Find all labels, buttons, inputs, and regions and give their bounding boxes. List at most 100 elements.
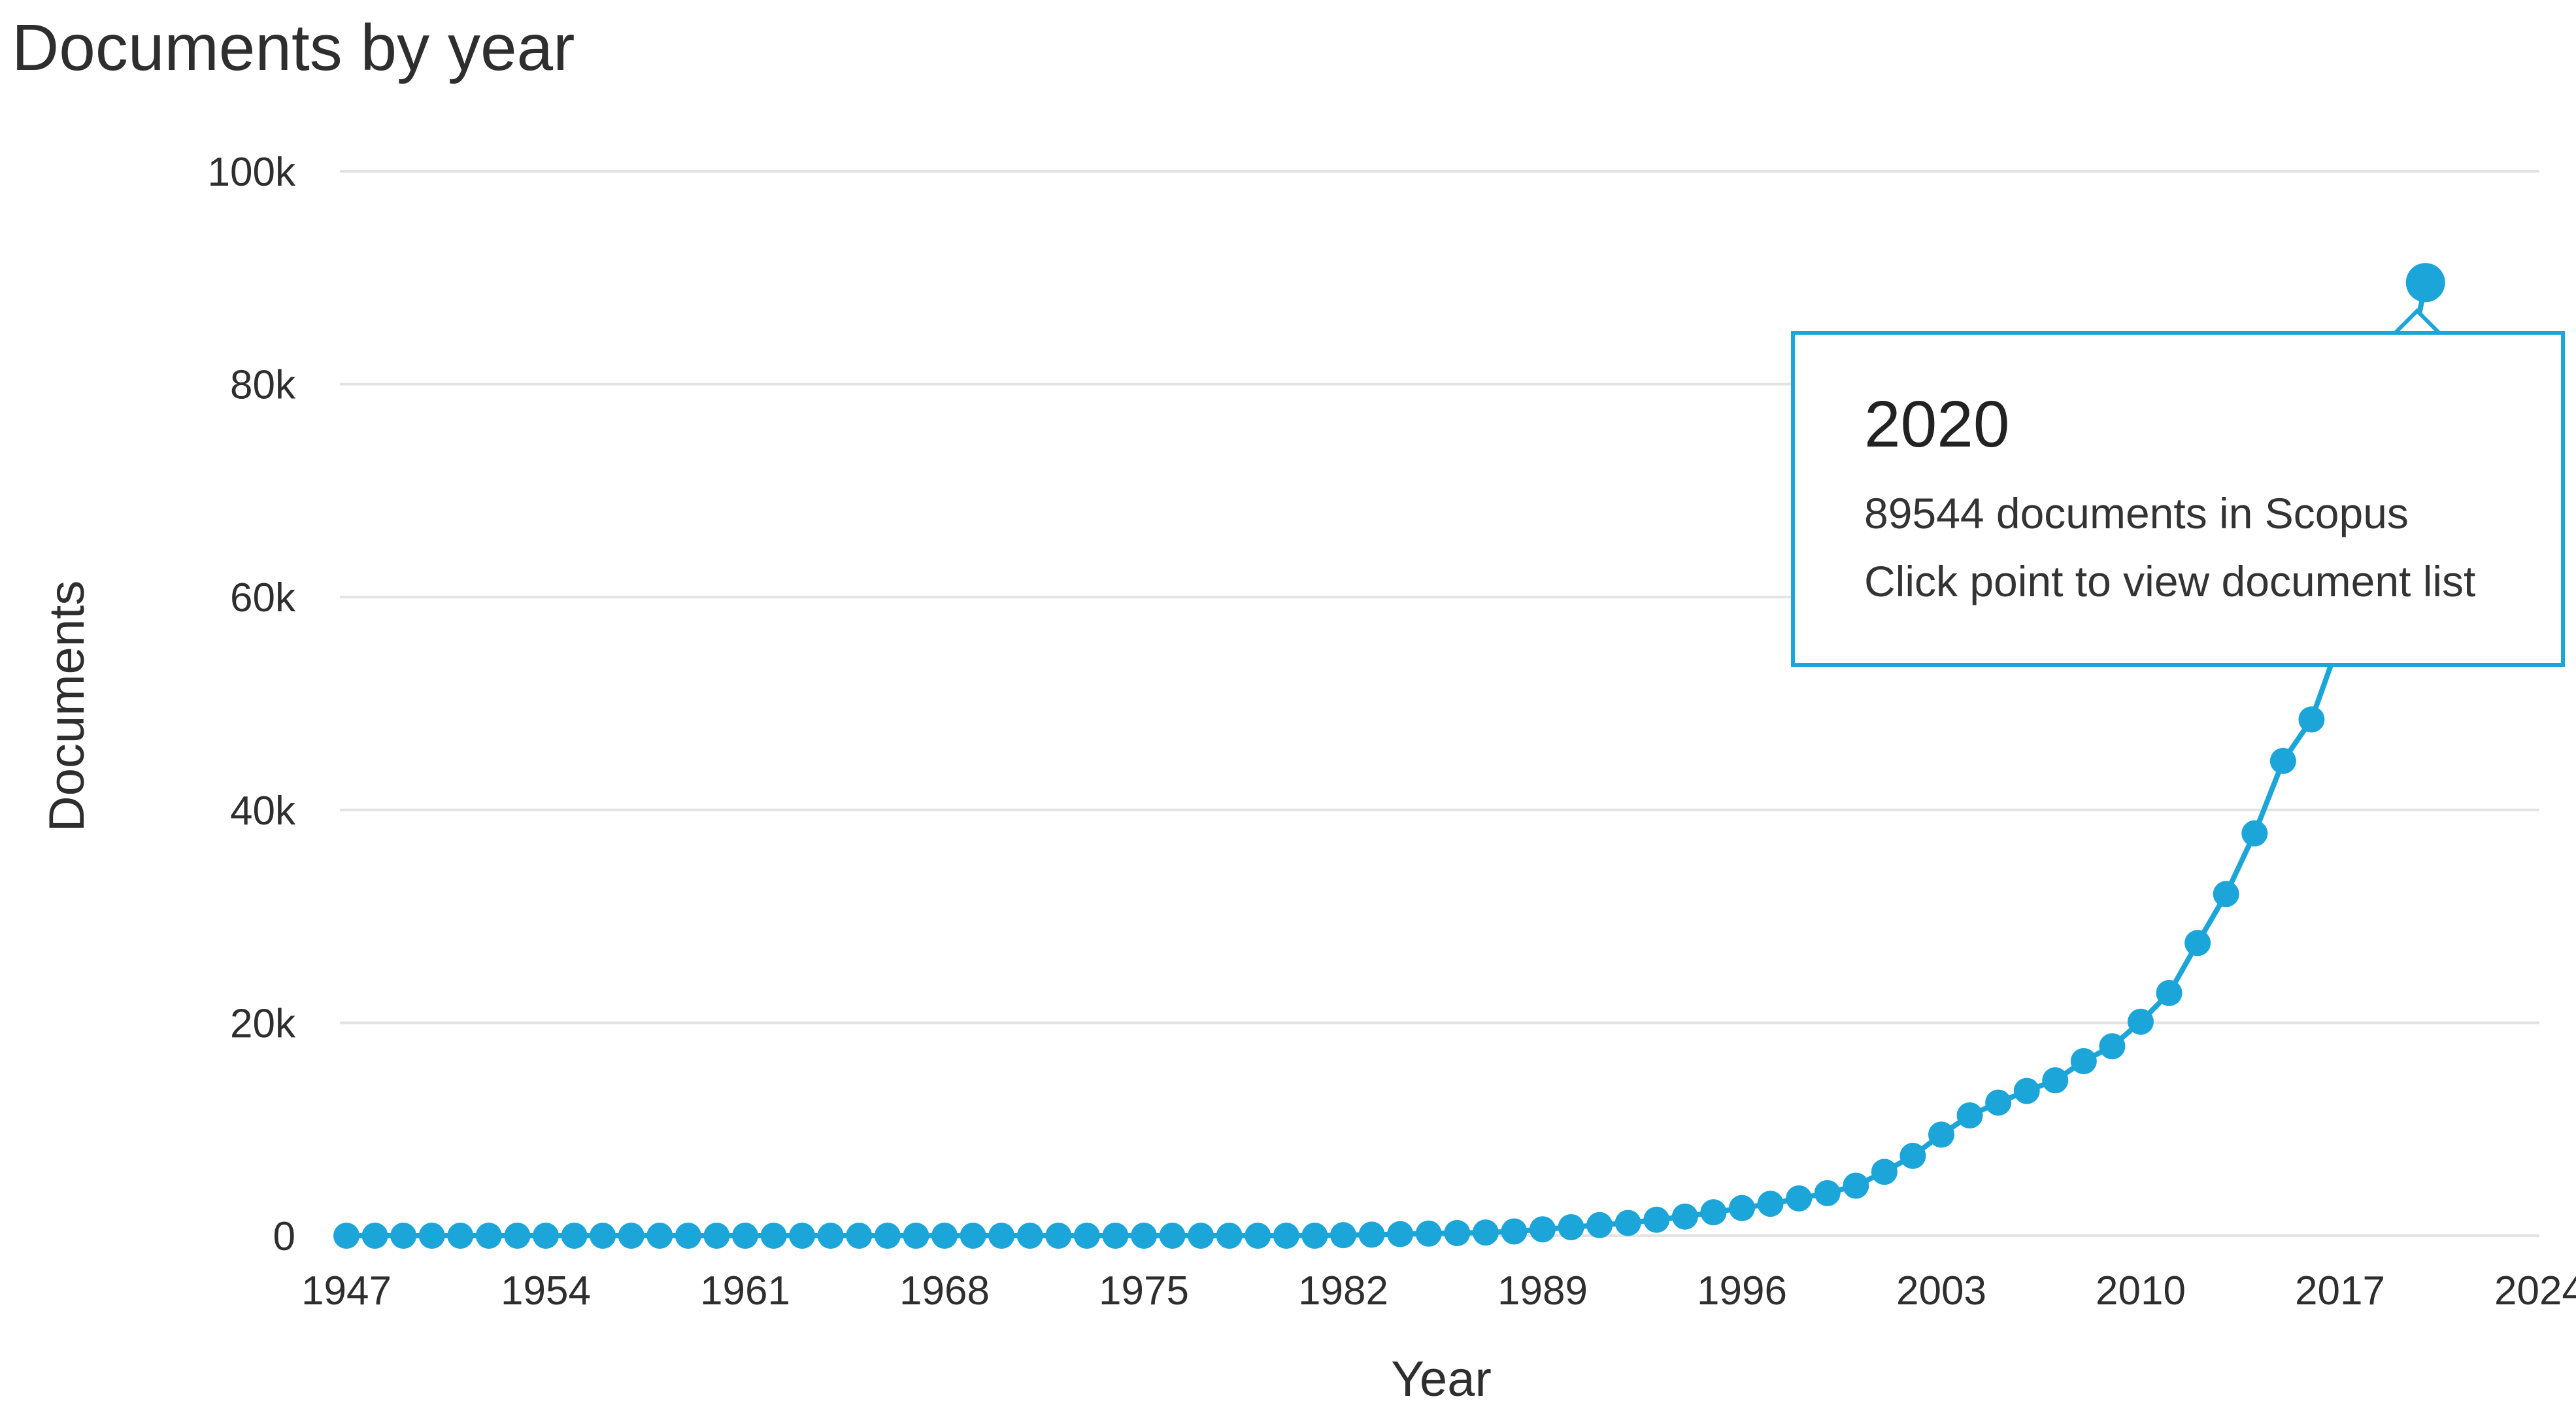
data-point-2015[interactable] [2269, 747, 2296, 774]
data-point-2003[interactable] [1928, 1121, 1954, 1148]
data-point-2014[interactable] [2241, 820, 2268, 847]
y-tick-label: 100k [208, 150, 296, 195]
data-point-2000[interactable] [1843, 1172, 1869, 1199]
data-point-1965[interactable] [846, 1223, 873, 1249]
y-axis-ticks: 0 20k 40k 60k 80k 100k [208, 150, 296, 1259]
data-point-1981[interactable] [1301, 1223, 1328, 1249]
data-point-1968[interactable] [931, 1223, 958, 1249]
data-point-1953[interactable] [504, 1223, 531, 1249]
data-point-1975[interactable] [1131, 1223, 1157, 1249]
data-point-2006[interactable] [2013, 1077, 2040, 1104]
data-point-1948[interactable] [361, 1223, 388, 1249]
x-tick-label: 1989 [1497, 1268, 1588, 1314]
data-point-1988[interactable] [1501, 1218, 1528, 1245]
data-point-2020[interactable] [2405, 263, 2445, 303]
x-tick-label: 2003 [1896, 1268, 1986, 1314]
data-point-1991[interactable] [1586, 1212, 1613, 1238]
x-tick-label: 2024 [2494, 1268, 2576, 1314]
data-point-1974[interactable] [1102, 1223, 1129, 1249]
data-point-1985[interactable] [1415, 1220, 1442, 1247]
x-tick-label: 2017 [2295, 1268, 2385, 1314]
data-point-1972[interactable] [1045, 1223, 1072, 1249]
data-point-1977[interactable] [1188, 1223, 1214, 1249]
data-point-1976[interactable] [1159, 1223, 1186, 1249]
chart-title: Documents by year [12, 11, 575, 84]
tooltip-count: 89544 documents in Scopus [1864, 489, 2409, 537]
data-point-1969[interactable] [960, 1223, 986, 1249]
tooltip-hint[interactable]: Click point to view document list [1864, 557, 2476, 605]
x-axis-ticks: 1947 1954 1961 1968 1975 1982 1989 1996 2003 2010… [301, 1268, 2576, 1314]
data-point-1961[interactable] [732, 1223, 758, 1249]
y-axis-title: Documents [39, 581, 95, 832]
data-point-1984[interactable] [1387, 1221, 1414, 1247]
data-point-1964[interactable] [817, 1223, 844, 1249]
x-tick-label: 1982 [1298, 1268, 1388, 1314]
data-point-1982[interactable] [1330, 1222, 1356, 1249]
data-point-1966[interactable] [874, 1223, 901, 1249]
data-point-1978[interactable] [1216, 1223, 1243, 1249]
data-point-1956[interactable] [590, 1223, 616, 1249]
data-point-1950[interactable] [418, 1223, 445, 1249]
x-tick-label: 1975 [1099, 1268, 1189, 1314]
y-tick-label: 80k [230, 363, 296, 408]
data-point-1952[interactable] [475, 1223, 502, 1249]
data-point-1987[interactable] [1472, 1219, 1499, 1246]
data-point-2002[interactable] [1899, 1142, 1926, 1169]
data-point-1995[interactable] [1700, 1199, 1727, 1226]
data-point-1958[interactable] [646, 1223, 673, 1249]
data-point-1989[interactable] [1530, 1216, 1556, 1243]
x-tick-label: 1954 [501, 1268, 591, 1314]
y-tick-label: 40k [230, 788, 296, 834]
x-tick-label: 1961 [700, 1268, 790, 1314]
data-point-1967[interactable] [903, 1223, 929, 1249]
data-point-1980[interactable] [1273, 1223, 1299, 1249]
data-point-2010[interactable] [2128, 1008, 2154, 1035]
data-point-2007[interactable] [2042, 1067, 2069, 1094]
data-point-1951[interactable] [447, 1223, 474, 1249]
data-point-1963[interactable] [789, 1223, 816, 1249]
x-tick-label: 1996 [1697, 1268, 1787, 1314]
data-point-1959[interactable] [675, 1223, 701, 1249]
data-point-2009[interactable] [2099, 1033, 2126, 1060]
data-points[interactable] [333, 263, 2445, 1249]
x-axis-title: Year [1391, 1351, 1492, 1407]
data-point-1970[interactable] [988, 1223, 1015, 1249]
data-point-2004[interactable] [1956, 1102, 1983, 1129]
data-point-1994[interactable] [1671, 1203, 1698, 1230]
data-point-1973[interactable] [1073, 1223, 1100, 1249]
y-tick-label: 60k [230, 575, 296, 620]
data-point-2013[interactable] [2213, 881, 2239, 907]
data-point-2005[interactable] [1985, 1089, 2012, 1116]
x-tick-label: 1947 [301, 1268, 392, 1314]
y-tick-label: 0 [273, 1214, 295, 1259]
data-point-1960[interactable] [703, 1223, 730, 1249]
x-tick-label: 1968 [899, 1268, 990, 1314]
data-point-2016[interactable] [2298, 706, 2325, 733]
data-point-1954[interactable] [533, 1223, 559, 1249]
data-point-1962[interactable] [760, 1223, 787, 1249]
x-tick-label: 2010 [2096, 1268, 2186, 1314]
data-point-1979[interactable] [1245, 1223, 1271, 1249]
data-point-1999[interactable] [1814, 1179, 1841, 1206]
data-point-1997[interactable] [1757, 1191, 1784, 1217]
data-point-2011[interactable] [2156, 979, 2183, 1006]
data-point-1955[interactable] [561, 1223, 588, 1249]
data-point-2008[interactable] [2070, 1048, 2097, 1075]
data-point-1983[interactable] [1358, 1221, 1385, 1248]
data-point-1949[interactable] [390, 1223, 417, 1249]
data-point-1957[interactable] [618, 1223, 644, 1249]
data-point-1986[interactable] [1444, 1219, 1471, 1246]
data-point-2012[interactable] [2184, 930, 2211, 957]
data-point-1993[interactable] [1643, 1206, 1670, 1233]
data-tooltip: 2020 89544 documents in Scopus Click poi… [1791, 331, 2565, 667]
y-tick-label: 20k [230, 1001, 296, 1046]
tooltip-year: 2020 [1864, 388, 2010, 461]
data-point-1990[interactable] [1558, 1213, 1584, 1240]
data-point-1998[interactable] [1786, 1185, 1813, 1212]
data-point-1971[interactable] [1016, 1223, 1043, 1249]
data-point-1947[interactable] [333, 1223, 360, 1249]
data-point-2001[interactable] [1871, 1159, 1898, 1185]
data-point-1992[interactable] [1614, 1210, 1641, 1236]
data-point-1996[interactable] [1729, 1195, 1755, 1221]
